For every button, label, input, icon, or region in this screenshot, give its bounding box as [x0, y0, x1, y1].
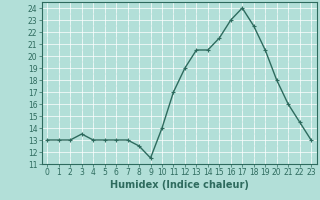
X-axis label: Humidex (Indice chaleur): Humidex (Indice chaleur): [110, 180, 249, 190]
